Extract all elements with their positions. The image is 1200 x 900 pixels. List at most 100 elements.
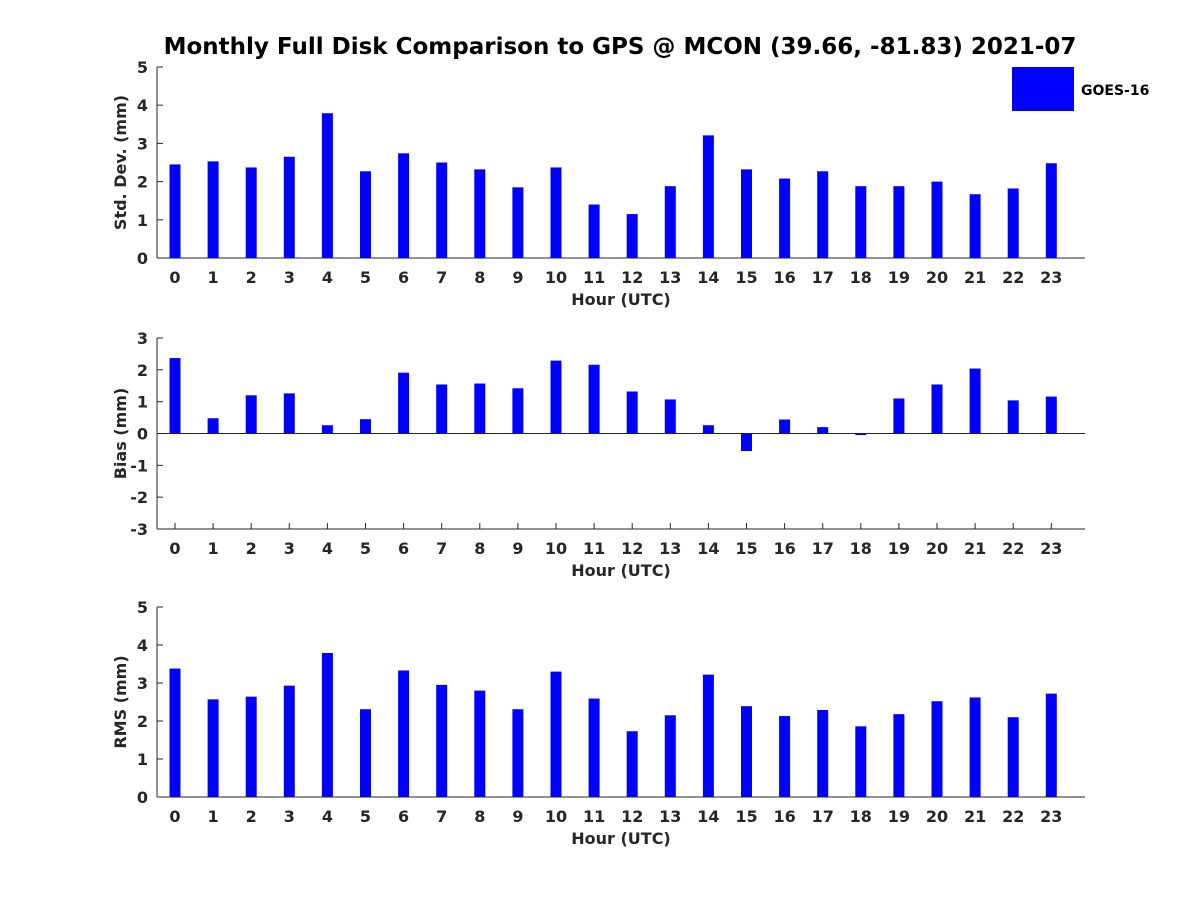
bias-bar-hour-4 [321, 425, 333, 434]
rms-bar-hour-23 [1045, 693, 1057, 797]
rms-y-tick-label: 2 [137, 712, 148, 731]
rms-bar-hour-4 [321, 652, 333, 797]
rms-bar-hour-9 [512, 709, 524, 797]
bias-x-tick-label: 16 [773, 539, 795, 558]
rms-bar-hour-19 [893, 714, 905, 797]
rms-bar-hour-12 [626, 731, 638, 797]
rms-bar-hour-1 [207, 699, 219, 797]
bias-bar-hour-1 [207, 418, 219, 434]
stddev-x-tick-label: 3 [284, 268, 295, 287]
bias-bar-hour-10 [550, 360, 562, 434]
rms-x-tick-label: 17 [812, 807, 834, 826]
stddev-x-tick-label: 10 [545, 268, 567, 287]
rms-x-tick-label: 1 [208, 807, 219, 826]
stddev-bar-hour-9 [512, 187, 524, 258]
stddev-x-tick-label: 5 [360, 268, 371, 287]
rms-bar-hour-10 [550, 671, 562, 797]
rms-x-tick-label: 8 [474, 807, 485, 826]
stddev-y-axis-label: Std. Dev. (mm) [111, 95, 130, 230]
stddev-x-tick-label: 9 [512, 268, 523, 287]
rms-x-tick-label: 18 [850, 807, 872, 826]
rms-bar-hour-5 [360, 709, 371, 797]
bias-bar-hour-13 [664, 399, 676, 434]
bias-bar-hour-5 [360, 419, 371, 434]
bias-x-tick-label: 9 [512, 539, 523, 558]
bias-x-tick-label: 17 [812, 539, 834, 558]
stddev-bar-hour-15 [741, 169, 752, 258]
bias-x-tick-label: 7 [436, 539, 447, 558]
stddev-y-tick-label: 4 [137, 96, 148, 115]
stddev-x-tick-label: 2 [246, 268, 257, 287]
stddev-x-tick-label: 11 [583, 268, 605, 287]
bias-x-tick-label: 1 [208, 539, 219, 558]
legend-label: GOES-16 [1081, 83, 1149, 99]
stddev-y-tick-label: 0 [137, 249, 148, 268]
bias-bar-hour-17 [817, 427, 829, 434]
stddev-bar-hour-2 [245, 167, 257, 258]
stddev-x-tick-label: 16 [773, 268, 795, 287]
stddev-x-tick-label: 15 [735, 268, 757, 287]
bias-x-tick-label: 14 [697, 539, 719, 558]
rms-bar-hour-0 [169, 668, 181, 797]
stddev-x-tick-label: 0 [169, 268, 180, 287]
bias-x-tick-label: 6 [398, 539, 409, 558]
rms-bar-hour-21 [969, 697, 981, 797]
rms-y-axis-label: RMS (mm) [111, 655, 130, 748]
stddev-bar-hour-12 [626, 214, 638, 258]
bias-x-tick-label: 19 [888, 539, 910, 558]
bias-x-tick-label: 12 [621, 539, 643, 558]
stddev-bar-hour-4 [321, 113, 333, 258]
legend: GOES-16 [1012, 67, 1149, 111]
stddev-bar-hour-10 [550, 167, 562, 258]
bias-bar-hour-23 [1045, 396, 1057, 434]
bias-y-tick-label: -3 [130, 520, 148, 539]
bias-x-tick-label: 2 [246, 539, 257, 558]
bias-x-tick-label: 21 [964, 539, 986, 558]
stddev-bar-hour-11 [588, 204, 600, 258]
rms-y-tick-label: 3 [137, 674, 148, 693]
bias-x-tick-label: 10 [545, 539, 567, 558]
bias-y-tick-label: 3 [137, 329, 148, 348]
rms-bar-hour-13 [664, 715, 676, 797]
rms-x-tick-label: 11 [583, 807, 605, 826]
rms-x-tick-label: 0 [169, 807, 180, 826]
stddev-x-tick-label: 21 [964, 268, 986, 287]
bias-bar-hour-3 [283, 393, 295, 434]
rms-bar-hour-15 [741, 706, 752, 797]
stddev-x-tick-label: 13 [659, 268, 681, 287]
bias-bar-hour-2 [245, 395, 257, 434]
bias-x-tick-label: 8 [474, 539, 485, 558]
rms-bar-hour-7 [436, 684, 448, 797]
stddev-bar-hour-20 [931, 181, 943, 258]
bias-bar-hour-20 [931, 384, 943, 434]
bias-bar-hour-15 [741, 433, 752, 452]
stddev-x-tick-label: 20 [926, 268, 948, 287]
rms-x-tick-label: 21 [964, 807, 986, 826]
chart-title: Monthly Full Disk Comparison to GPS @ MC… [164, 34, 1077, 60]
bias-y-tick-label: 1 [137, 393, 148, 412]
stddev-x-tick-label: 14 [697, 268, 719, 287]
bias-x-tick-label: 3 [284, 539, 295, 558]
stddev-bar-hour-7 [436, 162, 448, 258]
stddev-bar-hour-3 [283, 156, 295, 258]
stddev-y-tick-label: 3 [137, 134, 148, 153]
rms-x-tick-label: 12 [621, 807, 643, 826]
bias-bar-hour-14 [702, 425, 714, 434]
rms-bar-hour-2 [245, 696, 257, 797]
bias-bar-hour-21 [969, 368, 981, 434]
rms-x-tick-label: 3 [284, 807, 295, 826]
bias-x-tick-label: 23 [1040, 539, 1062, 558]
stddev-bar-hour-1 [207, 161, 219, 258]
stddev-x-tick-label: 18 [850, 268, 872, 287]
bias-y-tick-label: -1 [130, 456, 148, 475]
rms-x-tick-label: 22 [1002, 807, 1024, 826]
bias-y-tick-label: 2 [137, 361, 148, 380]
stddev-y-tick-label: 1 [137, 211, 148, 230]
bias-bar-hour-22 [1007, 400, 1019, 434]
rms-x-tick-label: 15 [735, 807, 757, 826]
stddev-x-axis-label: Hour (UTC) [571, 290, 671, 309]
stddev-bar-hour-22 [1007, 188, 1019, 258]
bias-x-tick-label: 5 [360, 539, 371, 558]
rms-y-tick-label: 1 [137, 750, 148, 769]
